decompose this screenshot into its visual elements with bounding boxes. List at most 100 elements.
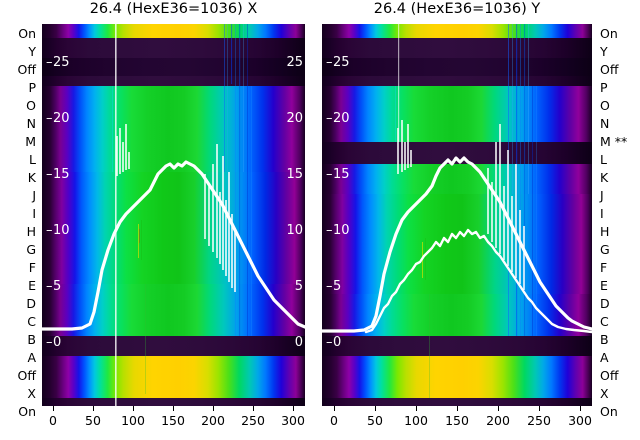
heatmap-band-main xyxy=(322,194,592,294)
right-cat-9: J xyxy=(600,188,604,203)
x-ticklabel-3: 150 xyxy=(161,413,185,428)
x-ticklabel-5: 250 xyxy=(241,413,265,428)
inner-ytick-right-15: 15 xyxy=(286,167,303,182)
right-cat-17: B xyxy=(600,332,609,347)
left-cat-10: I xyxy=(32,206,36,221)
inner-ytick-15: –15 xyxy=(326,167,350,182)
right-cat-12: G xyxy=(600,242,610,257)
inner-ytick-right-5: 5 xyxy=(294,279,303,294)
heatmap-band-main xyxy=(42,172,305,284)
left-cat-8: K xyxy=(27,170,36,185)
left-cat-7: L xyxy=(29,152,36,167)
x-ticklabel-1: 50 xyxy=(85,413,101,428)
right-cat-18: A xyxy=(600,350,609,365)
x-tickmark-0 xyxy=(53,406,54,411)
inner-ytick-right-25: 25 xyxy=(286,55,303,70)
inner-ytick-25: –25 xyxy=(46,55,70,70)
left-cat-3: P xyxy=(28,80,36,95)
left-cat-17: B xyxy=(27,332,36,347)
inner-ytick-5: –5 xyxy=(46,279,62,294)
heatmap-panel-x[interactable]: –25 –20 –15 –10 –5 –0 25 20 15 10 5 0 xyxy=(42,24,305,406)
right-cat-14: E xyxy=(600,278,608,293)
left-cat-5: N xyxy=(26,116,36,131)
inner-ytick-0: –0 xyxy=(326,335,342,350)
x2-ticklabel-1: 50 xyxy=(367,413,383,428)
x2-tickmark-0 xyxy=(334,406,335,411)
x-ticklabel-4: 200 xyxy=(201,413,225,428)
right-cat-8: K xyxy=(600,170,609,185)
left-cat-1: Y xyxy=(28,44,36,59)
heatmap-band-dark-gap-3 xyxy=(42,76,305,86)
x2-tickmark-1 xyxy=(375,406,376,411)
x2-tickmark-5 xyxy=(539,406,540,411)
heatmap-band-top-hot xyxy=(322,24,592,38)
inner-ytick-10: –10 xyxy=(326,223,350,238)
x-tickmark-5 xyxy=(253,406,254,411)
right-cat-11: H xyxy=(600,224,610,239)
right-cat-6: M ** xyxy=(600,134,628,149)
heatmap-band-upper-main xyxy=(42,86,305,172)
left-cat-20: X xyxy=(27,386,36,401)
left-cat-16: C xyxy=(27,314,36,329)
right-cat-16: C xyxy=(600,314,609,329)
x-ticklabel-2: 100 xyxy=(121,413,145,428)
x-ticklabel-0: 0 xyxy=(49,413,57,428)
right-cat-10: I xyxy=(600,206,604,221)
right-cat-5: N xyxy=(600,116,610,131)
x2-ticklabel-5: 250 xyxy=(527,413,551,428)
heatmap-band-footer xyxy=(42,398,305,406)
heatmap-band-dark-gap-2 xyxy=(42,58,305,76)
heatmap-band-dark-gap xyxy=(42,38,305,58)
inner-ytick-0: –0 xyxy=(46,335,62,350)
right-cat-4: O xyxy=(600,98,610,113)
heatmap-band-mid-dark xyxy=(322,142,592,164)
heatmap-band-lower-main xyxy=(322,294,592,336)
right-cat-7: L xyxy=(600,152,607,167)
heatmap-band-mid-main xyxy=(322,164,592,194)
x2-ticklabel-6: 300 xyxy=(568,413,592,428)
right-cat-21: On xyxy=(600,404,618,419)
right-cat-1: Y xyxy=(600,44,608,59)
heatmap-band-dark-gap-3 xyxy=(322,76,592,86)
right-cat-19: Off xyxy=(600,368,619,383)
right-cat-3: P xyxy=(600,80,608,95)
x-tickmark-1 xyxy=(93,406,94,411)
inner-ytick-5: –5 xyxy=(326,279,342,294)
x-tickmark-4 xyxy=(213,406,214,411)
right-cat-13: F xyxy=(600,260,608,275)
left-cat-18: A xyxy=(27,350,36,365)
inner-ytick-20: –20 xyxy=(46,111,70,126)
left-cat-11: H xyxy=(26,224,36,239)
heatmap-band-lower-main xyxy=(42,284,305,336)
x-tickmark-2 xyxy=(133,406,134,411)
x2-ticklabel-0: 0 xyxy=(330,413,338,428)
x2-tickmark-2 xyxy=(416,406,417,411)
x2-ticklabel-4: 200 xyxy=(486,413,510,428)
left-cat-19: Off xyxy=(17,368,36,383)
heatmap-band-bottom-hot xyxy=(322,356,592,398)
heatmap-band-footer xyxy=(322,398,592,406)
x2-ticklabel-2: 100 xyxy=(404,413,428,428)
x-axis: 0 50 100 150 200 250 300 0 50 100 150 20… xyxy=(0,406,640,440)
right-cat-2: Off xyxy=(600,62,619,77)
heatmap-band-bottom-hot xyxy=(42,356,305,398)
right-cat-0: On xyxy=(600,26,618,41)
left-cat-0: On xyxy=(18,26,36,41)
x-ticklabel-6: 300 xyxy=(281,413,305,428)
left-cat-9: J xyxy=(32,188,36,203)
inner-ytick-25: –25 xyxy=(326,55,350,70)
left-cat-13: F xyxy=(28,260,36,275)
x2-tickmark-6 xyxy=(580,406,581,411)
heatmap-band-lower-dark xyxy=(42,336,305,356)
right-cat-15: D xyxy=(600,296,610,311)
x2-tickmark-4 xyxy=(498,406,499,411)
left-cat-12: G xyxy=(26,242,36,257)
inner-ytick-right-10: 10 xyxy=(286,223,303,238)
heatmap-band-top-hot xyxy=(42,24,305,38)
heatmap-band-upper-main xyxy=(322,86,592,142)
heatmap-panel-y[interactable]: –25 –20 –15 –10 –5 –0 xyxy=(322,24,592,406)
left-cat-15: D xyxy=(26,296,36,311)
inner-ytick-15: –15 xyxy=(46,167,70,182)
x-tickmark-6 xyxy=(293,406,294,411)
